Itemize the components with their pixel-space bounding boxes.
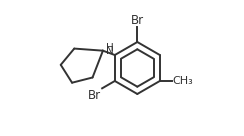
Text: Br: Br [88,89,102,102]
Text: N: N [106,46,113,56]
Text: Br: Br [131,14,144,27]
Text: CH₃: CH₃ [173,76,193,86]
Text: H: H [106,43,113,53]
